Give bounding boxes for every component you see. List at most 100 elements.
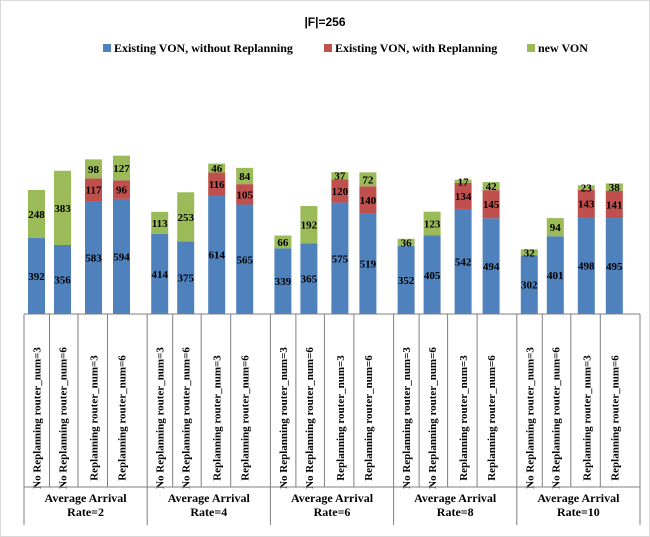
bar-segment <box>28 189 45 239</box>
data-label: 375 <box>177 273 194 285</box>
bar-segment <box>151 211 169 234</box>
category-label: Replanning router_num=3 <box>458 355 470 481</box>
data-label: 383 <box>54 203 71 215</box>
bar-segment <box>236 204 254 314</box>
bar-segment <box>300 206 318 244</box>
data-label: 36 <box>401 237 413 249</box>
data-label: 117 <box>86 185 102 197</box>
bar-segment <box>85 159 102 179</box>
bar-segment <box>151 233 169 314</box>
bar-segment <box>605 218 623 314</box>
data-label: 542 <box>455 256 472 268</box>
bar-segment <box>397 238 415 246</box>
data-label: 46 <box>211 163 223 175</box>
bar-segment <box>359 186 377 214</box>
category-label: No Replanning router_num=6 <box>304 347 316 489</box>
bar-segment <box>208 163 226 173</box>
data-label: 141 <box>606 199 623 211</box>
group-label: Average Arrival <box>414 491 497 505</box>
data-label: 37 <box>334 171 346 183</box>
group-label: Rate=2 <box>67 505 104 519</box>
bar-segment <box>113 155 130 181</box>
data-label: 405 <box>424 270 441 282</box>
bar-segment <box>28 238 45 314</box>
bar-segment <box>520 255 538 314</box>
data-label: 495 <box>606 261 623 273</box>
bar-segment <box>577 217 595 314</box>
category-label: Replanning router_num=6 <box>117 355 129 481</box>
data-label: 66 <box>277 237 289 249</box>
bar-segment <box>113 180 130 199</box>
category-label: Replanning router_num=3 <box>581 355 593 481</box>
data-label: 392 <box>28 271 45 283</box>
group-label: Average Arrival <box>537 491 620 505</box>
group-label: Rate=4 <box>190 505 227 519</box>
data-label: 134 <box>455 191 472 203</box>
bar-segment <box>331 179 349 203</box>
bar-segment <box>208 172 226 196</box>
data-label: 98 <box>88 164 100 176</box>
category-label: Replanning router_num=6 <box>486 355 498 481</box>
group-label: Rate=10 <box>557 505 600 519</box>
data-label: 352 <box>398 275 415 287</box>
bar-segment <box>454 208 472 314</box>
data-label: 519 <box>360 259 377 271</box>
data-label: 94 <box>550 222 562 234</box>
category-label: Replanning router_num=6 <box>363 355 375 481</box>
data-label: 414 <box>151 269 168 281</box>
bar-segment <box>482 190 500 219</box>
category-label: No Replanning router_num=3 <box>401 347 413 489</box>
group-label: Rate=6 <box>314 505 351 519</box>
data-label: 614 <box>208 250 225 262</box>
bar-segment <box>520 249 538 256</box>
category-label: Replanning router_num=6 <box>240 355 252 481</box>
category-label: Replanning router_num=3 <box>212 355 224 481</box>
data-label: 42 <box>486 181 498 193</box>
data-label: 575 <box>332 253 349 265</box>
category-label: No Replanning router_num=6 <box>550 347 562 489</box>
group-label: Average Arrival <box>45 491 128 505</box>
legend-swatch <box>527 44 535 52</box>
bar-segment <box>300 243 318 314</box>
category-label: No Replanning router_num=3 <box>278 347 290 489</box>
category-label: No Replanning router_num=3 <box>524 347 536 489</box>
data-label: 38 <box>609 182 621 194</box>
category-label: No Replanning router_num=3 <box>155 347 167 489</box>
data-label: 127 <box>113 163 130 175</box>
data-label: 594 <box>113 251 130 263</box>
category-label: Replanning router_num=6 <box>609 355 621 481</box>
data-label: 565 <box>236 254 253 266</box>
data-label: 123 <box>424 219 441 231</box>
category-label: No Replanning router_num=3 <box>32 347 44 489</box>
category-label: Replanning router_num=3 <box>89 355 101 481</box>
legend-swatch <box>103 44 111 52</box>
category-label: No Replanning router_num=6 <box>427 347 439 489</box>
data-label: 32 <box>524 247 536 259</box>
category-label: No Replanning router_num=6 <box>181 347 193 489</box>
bar-segment <box>54 170 71 246</box>
bar-segment <box>54 245 71 314</box>
bars-layer: 392 248 356 383 583 117 98 594 96 127 414 113 375 253… <box>28 155 623 314</box>
data-label: 253 <box>177 212 194 224</box>
bar-segment <box>546 218 564 237</box>
category-label: No Replanning router_num=6 <box>58 347 70 489</box>
data-label: 23 <box>581 183 593 195</box>
bar-segment <box>454 179 472 183</box>
bar-segment <box>177 192 195 242</box>
bar-segment <box>577 185 595 190</box>
legend-swatch <box>324 44 332 52</box>
legend-label: Existing VON, without Replanning <box>114 41 293 55</box>
legend-label: new VON <box>538 41 588 55</box>
bar-segment <box>605 183 623 191</box>
bar-segment <box>208 195 226 314</box>
bar-segment <box>274 235 292 249</box>
bar-segment <box>359 172 377 187</box>
data-label: 145 <box>483 199 500 211</box>
bar-segment <box>274 248 292 314</box>
data-label: 365 <box>301 274 318 286</box>
data-label: 401 <box>547 270 564 282</box>
group-label: Average Arrival <box>168 491 251 505</box>
legend: Existing VON, without Replanning Existing… <box>103 41 588 55</box>
